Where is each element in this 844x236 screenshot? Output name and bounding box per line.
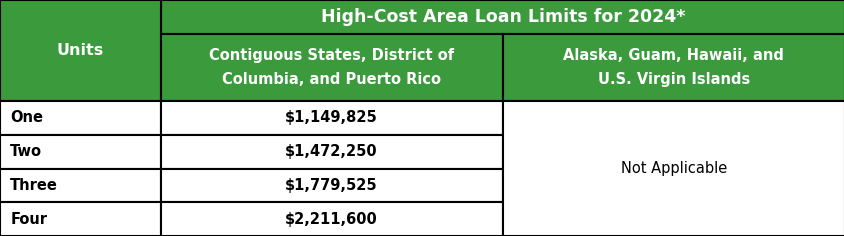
Bar <box>160 34 502 101</box>
Bar <box>160 135 502 169</box>
Text: Three: Three <box>10 178 58 193</box>
Text: Four: Four <box>10 212 47 227</box>
Bar <box>502 34 844 101</box>
Text: Contiguous States, District of
Columbia, and Puerto Rico: Contiguous States, District of Columbia,… <box>208 48 454 87</box>
Bar <box>0 135 160 169</box>
Text: $1,472,250: $1,472,250 <box>285 144 377 159</box>
Text: Alaska, Guam, Hawaii, and
U.S. Virgin Islands: Alaska, Guam, Hawaii, and U.S. Virgin Is… <box>563 48 783 87</box>
Bar <box>160 202 502 236</box>
Text: Units: Units <box>57 43 104 58</box>
Text: One: One <box>10 110 43 126</box>
Bar <box>0 202 160 236</box>
Bar <box>160 0 844 34</box>
Text: $1,779,525: $1,779,525 <box>285 178 377 193</box>
Text: Two: Two <box>10 144 42 159</box>
Text: $1,149,825: $1,149,825 <box>285 110 377 126</box>
Text: High-Cost Area Loan Limits for 2024*: High-Cost Area Loan Limits for 2024* <box>320 8 684 26</box>
Text: Not Applicable: Not Applicable <box>620 161 726 176</box>
Text: $2,211,600: $2,211,600 <box>285 212 377 227</box>
Bar <box>0 169 160 202</box>
Bar <box>160 101 502 135</box>
Bar <box>160 169 502 202</box>
Bar <box>0 101 160 135</box>
Bar <box>0 0 160 101</box>
Bar <box>502 101 844 236</box>
